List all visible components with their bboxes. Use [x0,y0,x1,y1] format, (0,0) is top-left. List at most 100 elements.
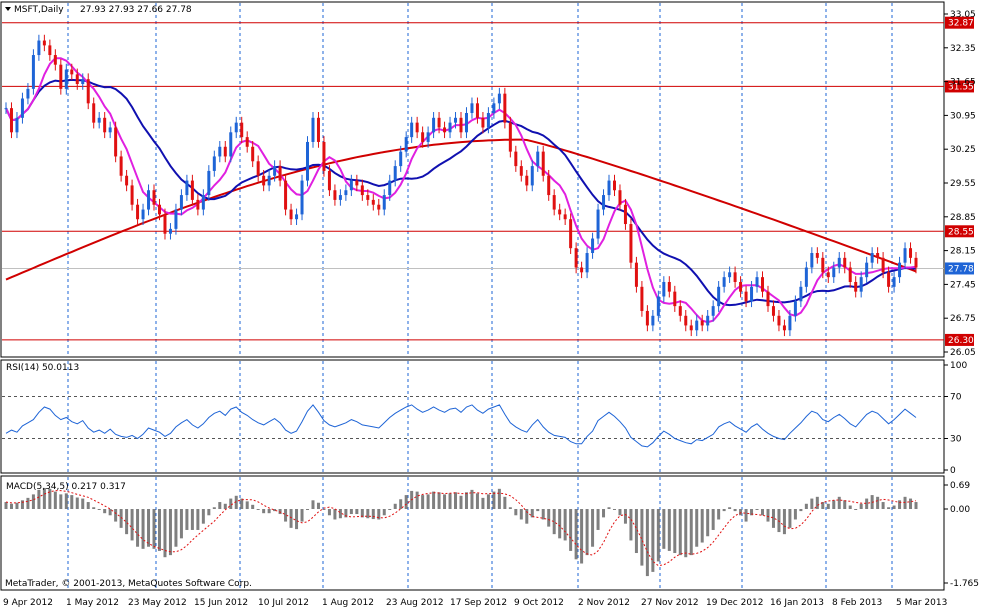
candle-body [295,214,299,220]
candle-body [15,117,19,133]
macd-histogram-bar [97,509,101,510]
macd-histogram-bar [700,509,704,543]
candle-body [602,195,606,210]
macd-histogram-bar [678,509,682,556]
macd-tick-label: 0.00 [950,505,970,515]
candle-body [892,277,896,287]
macd-histogram-bar [486,494,490,509]
macd-histogram-bar [602,509,606,518]
macd-histogram-bar [793,509,797,520]
date-axis: 9 Apr 2012 1 May 2012 23 May 2012 15 Jun 20… [3,598,947,608]
macd-histogram-bar [48,488,52,509]
macd-histogram-bar [821,502,825,509]
candle-body [421,132,425,142]
price-tick-label: 27.45 [950,280,976,290]
date-tick-label: 19 Dec 2012 [706,598,764,608]
macd-histogram-bar [432,491,436,509]
candle-body [284,180,288,210]
date-tick-label: 2 Nov 2012 [578,598,630,608]
macd-histogram-bar [245,501,249,509]
macd-histogram-bar [755,509,759,510]
candle-body [497,93,501,104]
price-tick-label: 26.05 [950,348,976,358]
candle-body [525,175,529,186]
macd-histogram-bar [859,503,863,509]
macd-histogram-bar [837,496,841,509]
macd-histogram-bar [454,492,458,509]
candle-body [245,137,249,147]
candle-body [793,301,797,316]
macd-histogram-bar [623,509,627,524]
candle-body [437,117,441,128]
date-tick-label: 9 Oct 2012 [514,598,564,608]
candle-body [125,175,129,186]
candle-body [152,190,156,205]
candle-body [147,190,151,210]
macd-histogram-bar [541,509,545,520]
candle-body [157,204,161,215]
rsi-pane: 100 70 30 0 [2,361,967,476]
macd-histogram-bar [514,509,518,516]
candle-body [656,296,660,316]
macd-histogram-bar [804,503,808,509]
candle-body [596,209,600,239]
macd-histogram-bar [114,509,118,522]
candle-body [678,306,682,316]
current-price-tag-label: 27.78 [948,264,974,274]
candle-body [536,151,540,167]
candle-body [508,122,512,152]
macd-histogram-bar [459,495,463,509]
candle-body [634,262,638,287]
macd-histogram-bar [371,509,375,520]
macd-histogram-bar [399,499,403,509]
price-tick-label: 31.65 [950,78,976,88]
macd-histogram-bar [42,488,46,509]
macd-histogram-bar [651,509,655,572]
candle-body [382,195,386,210]
chevron-down-icon[interactable] [5,7,11,11]
rsi-tick-label: 100 [950,361,967,371]
macd-histogram-bar [848,505,852,509]
candle-body [75,74,79,85]
vertical-gridlines [67,3,893,589]
candle-body [519,166,523,176]
macd-histogram-bar [103,509,107,514]
symbol-label: MSFT,Daily [14,5,64,15]
macd-histogram-bar [344,509,348,518]
candle-body [201,195,205,210]
price-level-tag [945,333,974,346]
candle-body [278,166,282,181]
macd-histogram-bar [53,491,57,509]
candle-body [311,117,315,142]
macd-histogram-bar [360,509,364,518]
macd-histogram-bar [815,496,819,509]
price-level-tag [945,80,974,93]
candle-body [426,132,430,142]
macd-histogram-bar [157,509,161,551]
date-tick-label: 23 Aug 2012 [386,598,444,608]
macd-histogram-bar [761,509,765,516]
macd-histogram-bar [448,493,452,509]
macd-histogram-bar [174,509,178,547]
macd-histogram-bar [81,498,85,509]
candle-body [777,315,781,326]
candle-body [81,79,85,85]
price-level-tag [945,225,974,238]
macd-histogram-bar [843,500,847,509]
candle-body [799,286,803,302]
macd-histogram-bar [212,507,216,509]
price-tick-label: 29.55 [950,179,976,189]
candle-body [316,117,320,142]
candle-body [722,277,726,287]
macd-histogram-bar [322,509,326,510]
candle-body [821,257,825,273]
date-tick-label: 1 May 2012 [66,598,119,608]
candle-body [574,248,578,268]
macd-histogram-bar [536,509,540,512]
macd-histogram-bar [552,509,556,535]
price-tick-label: 26.75 [950,314,976,324]
candle-body [366,195,370,200]
candle-body [130,185,134,205]
macd-histogram-bar [612,509,616,510]
candle-body [837,257,841,268]
